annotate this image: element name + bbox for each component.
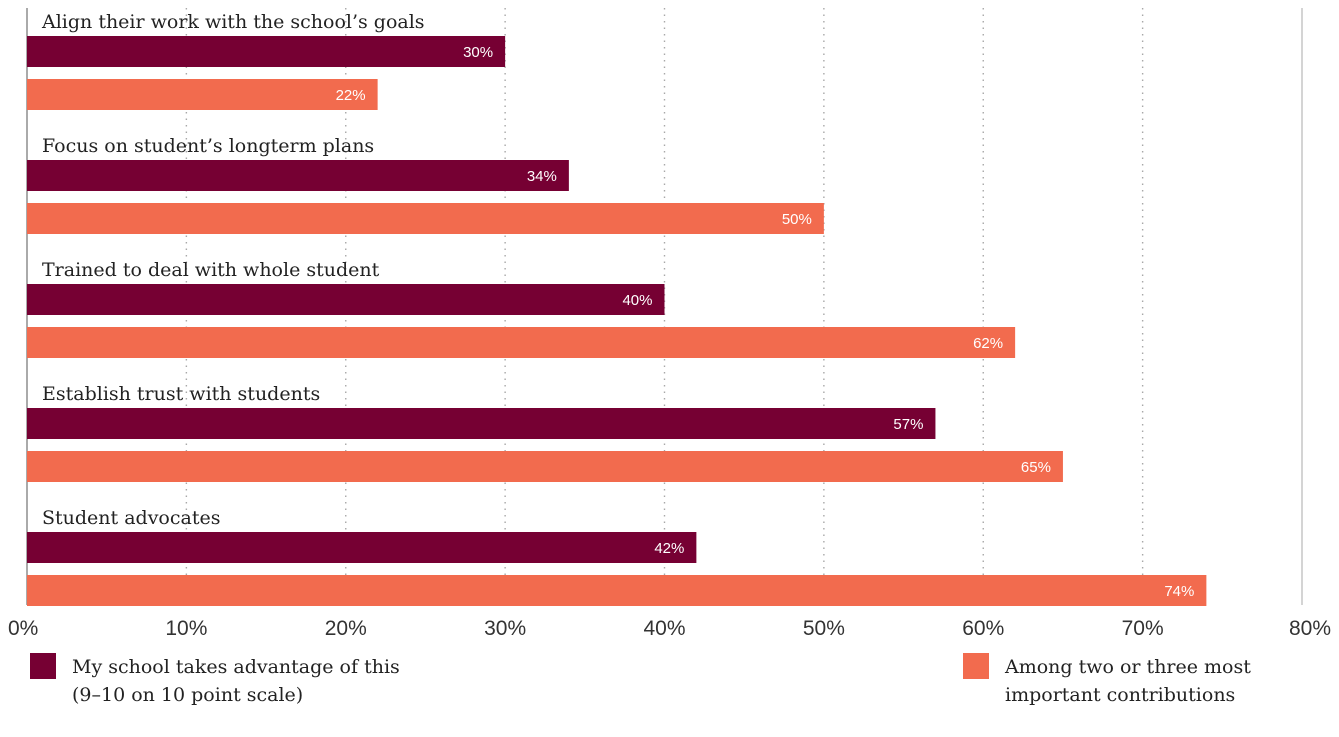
bar-value-label: 50%	[782, 211, 812, 228]
bar-value-label: 65%	[1021, 459, 1051, 476]
category-label: Align their work with the school’s goals	[41, 11, 425, 33]
x-tick-label: 10%	[165, 617, 207, 640]
bar-advantage	[27, 284, 665, 315]
legend-item-left: My school takes advantage of this (9–10 …	[30, 653, 400, 709]
category-label: Student advocates	[42, 507, 220, 529]
legend-right-line2: important contributions	[1005, 684, 1236, 706]
bar-value-label: 40%	[622, 292, 652, 309]
x-tick-label: 80%	[1289, 617, 1331, 640]
x-tick-label: 20%	[325, 617, 367, 640]
legend-swatch-left	[30, 653, 56, 679]
bar-value-label: 62%	[973, 335, 1003, 352]
legend-right-line1: Among two or three most	[1005, 656, 1251, 678]
bar-value-label: 42%	[654, 540, 684, 557]
category-labels: Align their work with the school’s goals…	[41, 11, 425, 529]
bar-chart: 30% 22% 34% 50% 40% 62% 57% 65% 42% 74% Align the…	[8, 8, 1331, 640]
legend-swatch-right	[963, 653, 989, 679]
bar-value-label: 57%	[893, 416, 923, 433]
bar-value-label: 30%	[463, 44, 493, 61]
bar-important	[27, 327, 1016, 358]
bars: 30% 22% 34% 50% 40% 62% 57% 65% 42% 74%	[27, 36, 1207, 606]
category-label: Establish trust with students	[42, 383, 320, 405]
bar-important	[27, 79, 378, 110]
category-label: Trained to deal with whole student	[42, 259, 380, 281]
legend-left-line1: My school takes advantage of this	[72, 656, 400, 678]
x-tick-label: 0%	[8, 617, 38, 640]
bar-advantage	[27, 160, 569, 191]
category-label: Focus on student’s longterm plans	[42, 135, 374, 157]
legend-text-right: Among two or three most important contri…	[1005, 653, 1251, 709]
legend-item-right: Among two or three most important contri…	[963, 653, 1251, 709]
legend-left-line2: (9–10 on 10 point scale)	[72, 684, 304, 706]
bar-value-label: 22%	[336, 87, 366, 104]
x-tick-label: 60%	[962, 617, 1004, 640]
legend-text-left: My school takes advantage of this (9–10 …	[72, 653, 400, 709]
x-tick-label: 40%	[643, 617, 685, 640]
x-axis-ticks: 0% 10% 20% 30% 40% 50% 60% 70% 80%	[8, 617, 1331, 640]
x-tick-label: 50%	[803, 617, 845, 640]
bar-advantage	[27, 36, 506, 67]
bar-advantage	[27, 532, 697, 563]
bar-advantage	[27, 408, 936, 439]
bar-value-label: 34%	[527, 168, 557, 185]
bar-important	[27, 451, 1063, 482]
bar-value-label: 74%	[1164, 583, 1194, 600]
bar-important	[27, 203, 824, 234]
x-tick-label: 70%	[1122, 617, 1164, 640]
x-tick-label: 30%	[484, 617, 526, 640]
bar-important	[27, 575, 1207, 606]
